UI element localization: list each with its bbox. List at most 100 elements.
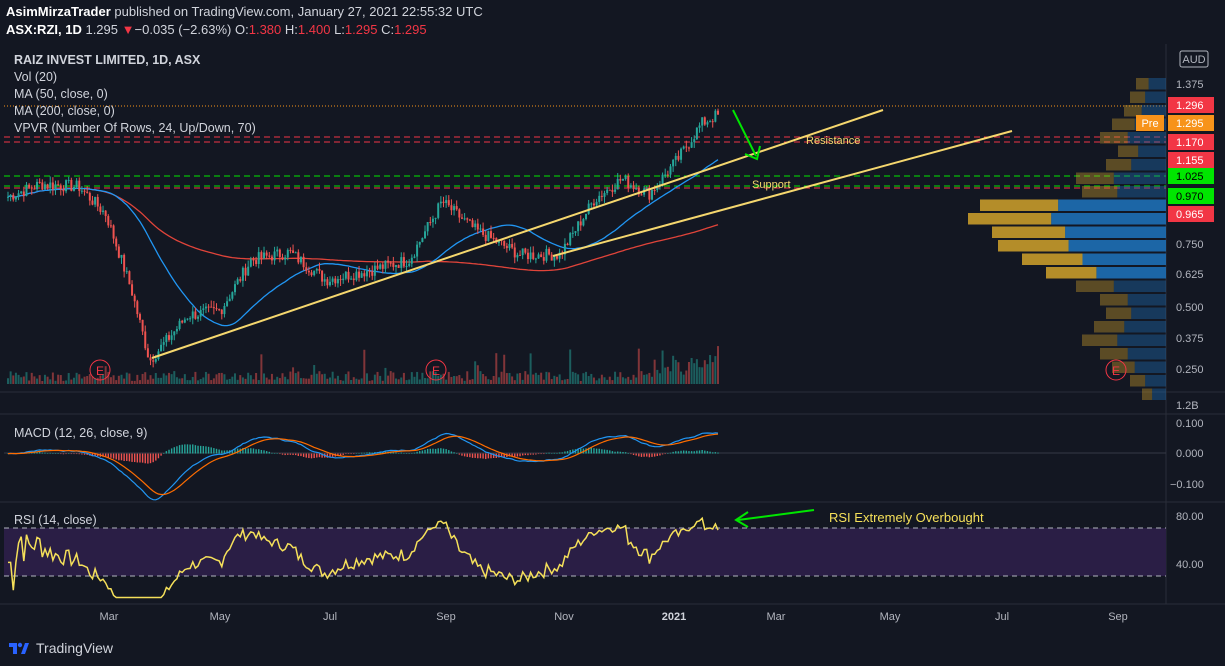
candle-body: [220, 309, 223, 315]
volume-bar: [706, 364, 709, 384]
volume-bar: [434, 371, 437, 384]
macd-hist-bar: [696, 450, 698, 454]
volume-bar: [162, 373, 165, 384]
candlestick-series: [7, 108, 719, 368]
volume-bar: [439, 374, 442, 384]
candle-body: [558, 252, 561, 259]
candle-body: [318, 268, 321, 271]
legend-ma50[interactable]: MA (50, close, 0): [14, 87, 108, 101]
volume-bar: [146, 379, 149, 384]
trendline-1[interactable]: [151, 109, 884, 359]
price-axis[interactable]: AUD 1.375 0.750 0.625 0.500 0.375 0.250: [1176, 50, 1209, 376]
brand-name: TradingView: [36, 640, 114, 656]
volume-bar: [154, 373, 157, 384]
macd-hist-bar: [437, 448, 439, 454]
candle-body: [281, 257, 284, 260]
macd-hist-bar: [273, 452, 276, 454]
volume-bar: [257, 380, 260, 384]
volume-bar: [91, 376, 94, 384]
vpvr-down-bar: [1082, 186, 1118, 198]
macd-hist-bar: [38, 452, 41, 454]
volume-bar: [186, 380, 189, 384]
volume-bar: [36, 378, 39, 384]
volume-bar: [521, 379, 524, 384]
candle-body: [123, 254, 126, 272]
vpvr-up-bar: [1051, 213, 1166, 225]
candle-body: [347, 271, 350, 280]
candle-body: [595, 201, 598, 206]
candle-body: [703, 117, 706, 125]
candle-body: [424, 231, 427, 239]
rsi-legend[interactable]: RSI (14, close): [14, 513, 97, 527]
time-label: Jul: [323, 611, 337, 623]
volume-bar: [376, 371, 379, 384]
macd-hist-bar: [590, 447, 593, 454]
macd-hist-bar: [281, 453, 284, 455]
price-chart[interactable]: Resistance Support E E E RSI Extremely O…: [0, 0, 1225, 630]
earnings-marker[interactable]: E: [89, 359, 111, 381]
price-label: 0.970: [1176, 191, 1204, 203]
volume-bar: [107, 371, 110, 384]
macd-hist-bar: [236, 448, 239, 454]
volume-bar: [460, 378, 463, 384]
tradingview-footer[interactable]: TradingView: [8, 636, 113, 660]
price-label: 1.170: [1176, 137, 1204, 149]
volume-bar: [20, 377, 23, 384]
macd-legend[interactable]: MACD (12, 26, close, 9): [14, 426, 148, 440]
volume-bar: [173, 371, 176, 384]
candle-body: [149, 357, 152, 361]
chart-title[interactable]: RAIZ INVEST LIMITED, 1D, ASX: [14, 53, 201, 67]
vpvr-up-bar: [1152, 388, 1166, 400]
macd-hist-bar: [126, 453, 128, 461]
tradingview-logo-icon: [9, 642, 29, 654]
volume-bar: [54, 380, 57, 384]
earnings-marker[interactable]: E: [425, 359, 447, 381]
volume-bar: [426, 378, 429, 384]
candle-body: [247, 266, 250, 276]
svg-text:Pre: Pre: [1141, 118, 1158, 130]
time-axis[interactable]: Mar May Jul Sep Nov 2021 Mar May Jul Sep: [100, 611, 1128, 623]
macd-hist-bar: [316, 453, 318, 458]
legend-vpvr[interactable]: VPVR (Number Of Rows, 24, Up/Down, 70): [14, 121, 256, 135]
volume-bar: [632, 374, 635, 384]
volume-bar: [360, 378, 363, 384]
arrow-left-icon: [734, 509, 815, 528]
candle-body: [582, 219, 585, 226]
candle-body: [252, 259, 255, 261]
candle-body: [608, 189, 611, 191]
macd-hist-bar: [345, 453, 347, 455]
rsi-axis: 80.00 40.00: [1176, 511, 1204, 571]
macd-hist-bar: [712, 452, 714, 454]
candle-body: [492, 237, 495, 239]
price-label-bg: [1168, 134, 1214, 150]
support-label: Support: [752, 179, 791, 191]
symbol: ASX:RZI, 1D: [6, 22, 82, 37]
macd-hist-bar: [627, 453, 629, 454]
trendline-2[interactable]: [552, 130, 1013, 257]
macd-hist-bar: [62, 453, 65, 455]
earnings-marker[interactable]: E: [1105, 359, 1127, 381]
macd-hist-bar: [680, 450, 682, 454]
volume-bar: [408, 379, 411, 384]
volume-bar: [284, 376, 287, 384]
candle-body: [389, 262, 392, 264]
macd-hist-bar: [688, 451, 690, 454]
legend-vol[interactable]: Vol (20): [14, 70, 58, 84]
svg-text:0.750: 0.750: [1176, 239, 1204, 251]
macd-hist-bar: [408, 453, 410, 454]
volume-bar: [450, 376, 453, 384]
volume-bar: [490, 379, 493, 384]
volume-bar: [157, 377, 160, 384]
macd-hist-bar: [511, 453, 513, 457]
macd-hist-bar: [421, 450, 424, 454]
macd-hist-bar: [675, 451, 677, 454]
macd-hist-bar: [7, 453, 9, 455]
low-value: 1.295: [344, 22, 378, 37]
volume-bar: [592, 377, 595, 384]
author-name[interactable]: AsimMirzaTrader: [6, 4, 111, 19]
legend-ma200[interactable]: MA (200, close, 0): [14, 104, 115, 118]
candle-body: [67, 179, 70, 181]
svg-text:0.500: 0.500: [1176, 302, 1204, 314]
volume-bar: [555, 376, 558, 384]
candle-body: [294, 252, 297, 254]
